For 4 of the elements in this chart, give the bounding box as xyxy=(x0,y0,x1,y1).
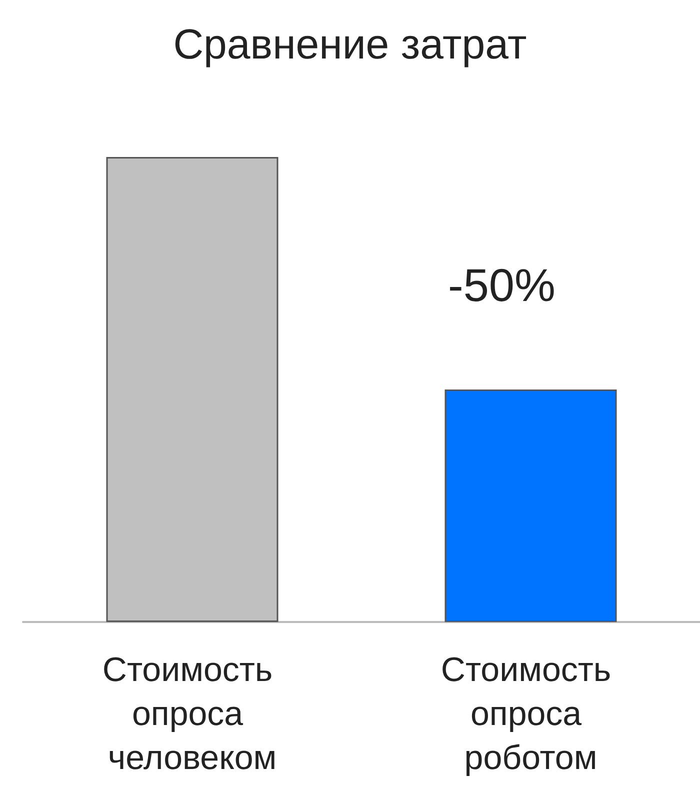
annotation: -50% xyxy=(448,259,556,311)
chart-title: Сравнение затрат xyxy=(173,20,527,68)
x-tick-label: Стоимость опроса человеком xyxy=(102,651,282,777)
x-tick-label: Стоимость опроса роботом xyxy=(440,651,621,777)
